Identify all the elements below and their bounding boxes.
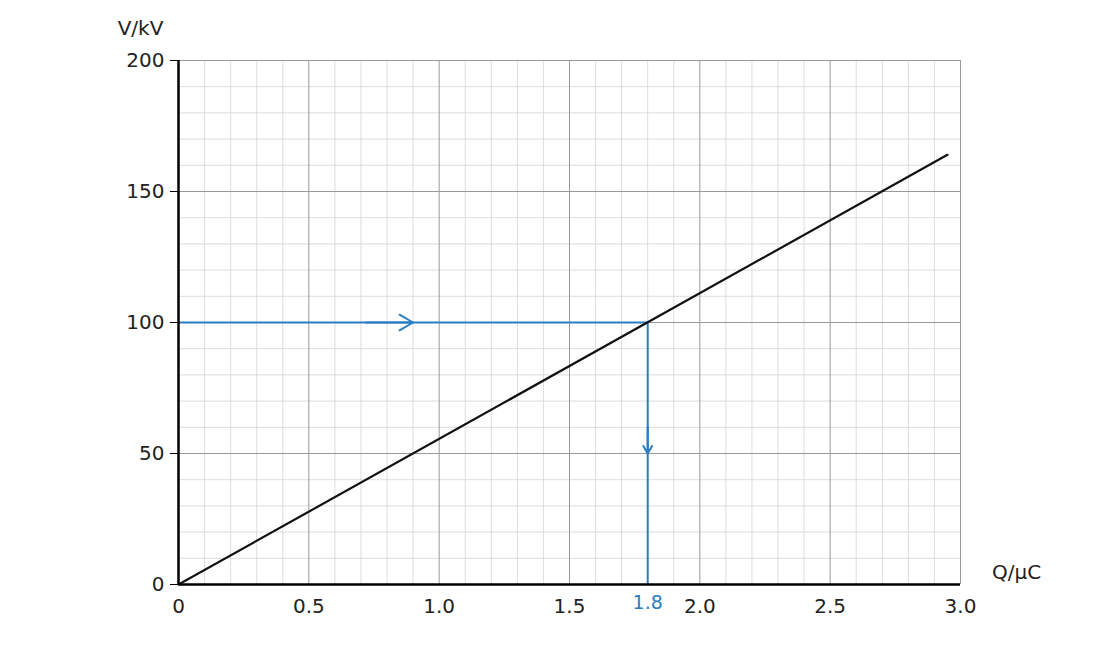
svg-text:200: 200 — [126, 48, 164, 72]
svg-text:2.0: 2.0 — [684, 594, 716, 618]
svg-text:0: 0 — [152, 572, 165, 596]
svg-text:3.0: 3.0 — [945, 594, 977, 618]
svg-text:2.5: 2.5 — [814, 594, 846, 618]
svg-text:100: 100 — [126, 310, 164, 334]
svg-text:1.0: 1.0 — [423, 594, 455, 618]
svg-text:V/kV: V/kV — [118, 16, 164, 40]
svg-text:1.8: 1.8 — [633, 591, 663, 613]
svg-text:Q/μC: Q/μC — [992, 560, 1041, 584]
svg-text:150: 150 — [126, 179, 164, 203]
svg-text:0.5: 0.5 — [293, 594, 325, 618]
svg-text:50: 50 — [139, 441, 164, 465]
svg-text:0: 0 — [172, 594, 185, 618]
svg-text:1.5: 1.5 — [554, 594, 586, 618]
